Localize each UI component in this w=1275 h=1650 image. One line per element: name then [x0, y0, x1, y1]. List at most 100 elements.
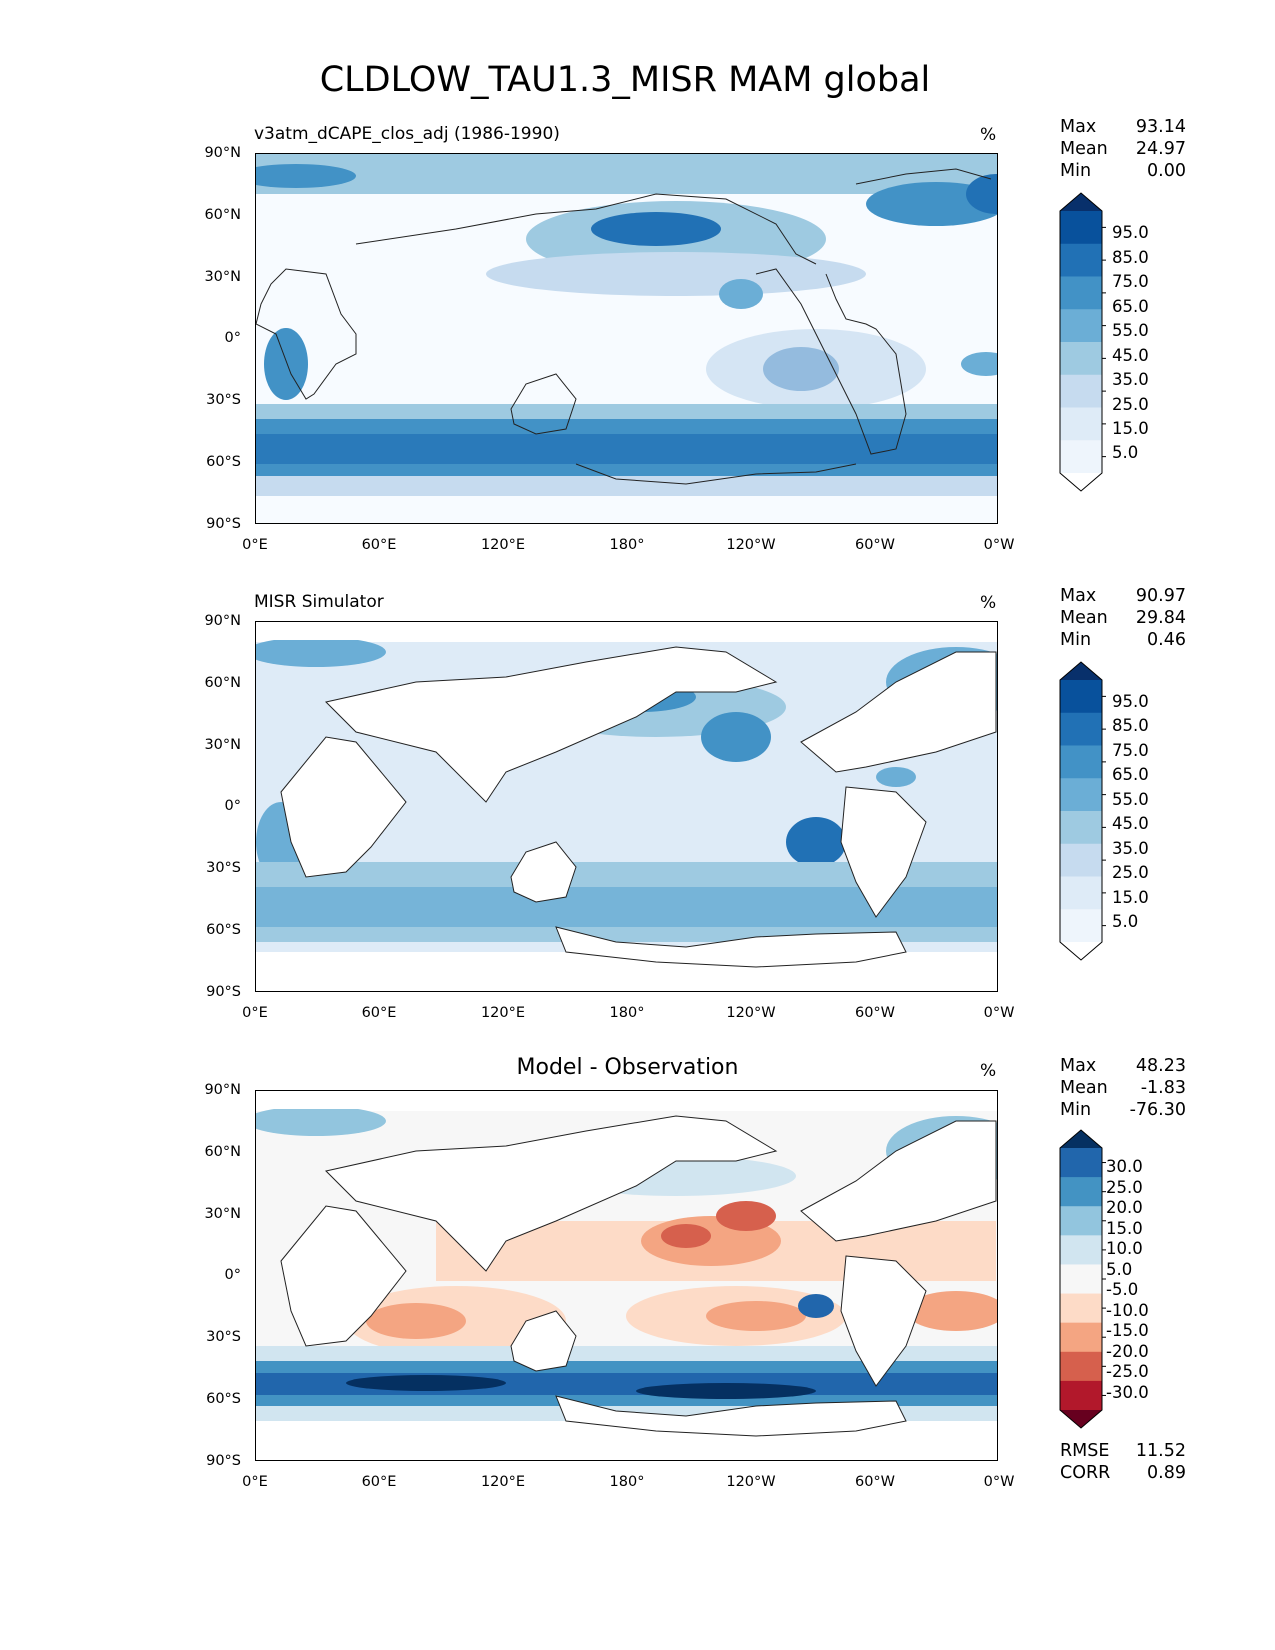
colorbar-label: 25.0 [1112, 395, 1149, 414]
stat-label: Max [1060, 117, 1097, 137]
colorbar-segment [1060, 440, 1102, 474]
stat-value: 0.00 [1147, 161, 1186, 181]
colorbar-label: 35.0 [1112, 839, 1149, 858]
lat-label-0: 0° [224, 330, 241, 346]
lon-label-120e: 120°E [480, 537, 526, 553]
colorbar-segment [1060, 309, 1102, 343]
colorbar-label: 25.0 [1112, 863, 1149, 882]
colorbar-cap-bottom [1060, 1410, 1102, 1428]
lon-label-0e: 0°E [242, 1474, 268, 1490]
panel-diff-error-stats: RMSE 11.52 CORR 0.89 [1060, 1440, 1186, 1484]
colorbar-segment [1060, 909, 1102, 943]
lon-label-0e: 0°E [242, 537, 268, 553]
stat-label: Min [1060, 630, 1092, 650]
colorbar-label: 15.0 [1112, 419, 1149, 438]
lat-label-30s: 30°S [206, 860, 241, 876]
stat-value: 93.14 [1135, 117, 1186, 137]
stat-label: Mean [1060, 1078, 1108, 1098]
stat-value: 24.97 [1135, 139, 1186, 159]
land-mask [280, 646, 997, 968]
lat-label-90n: 90°N [204, 145, 241, 161]
lon-label-60e: 60°E [361, 1474, 397, 1490]
colorbar-outline [1059, 192, 1103, 492]
colorbar-label: 5.0 [1112, 912, 1139, 931]
panel-diff-colorbar [1059, 1129, 1106, 1429]
colorbar-label: 45.0 [1112, 814, 1149, 833]
panel-diff-map [255, 1090, 998, 1461]
panel-model-map-svg [256, 154, 997, 523]
panel-diff-title: Model - Observation [516, 1055, 739, 1080]
colorbar-label: 95.0 [1112, 692, 1149, 711]
colorbar-outline [1059, 661, 1103, 961]
colorbar-cap-bottom [1060, 473, 1102, 491]
colorbar-segment [1060, 876, 1102, 910]
colorbar-label: 15.0 [1106, 1219, 1143, 1238]
lat-label-30n: 30°N [204, 737, 241, 753]
lon-label-60w: 60°W [854, 1005, 896, 1021]
colorbar-label: 75.0 [1112, 272, 1149, 291]
stat-value: 48.23 [1135, 1056, 1186, 1076]
colorbar-label: -25.0 [1106, 1362, 1149, 1381]
colorbar-label: -15.0 [1106, 1321, 1149, 1340]
colorbar-svg [1059, 192, 1106, 492]
lon-label-60w: 60°W [854, 1474, 896, 1490]
lat-label-90s: 90°S [206, 984, 241, 1000]
lat-label-90n: 90°N [204, 613, 241, 629]
colorbar-label: 55.0 [1112, 321, 1149, 340]
colorbar-label: 5.0 [1112, 443, 1139, 462]
stat-value: 0.46 [1147, 630, 1186, 650]
colorbar-label: 95.0 [1112, 223, 1149, 242]
colorbar-label: 30.0 [1106, 1157, 1143, 1176]
lat-label-90n: 90°N [204, 1082, 241, 1098]
panel-model-map [255, 153, 998, 524]
lat-label-0: 0° [224, 798, 241, 814]
panel-model-title: v3atm_dCAPE_clos_adj (1986-1990) [254, 124, 560, 144]
panel-obs-map [255, 621, 998, 992]
colorbar-label: 75.0 [1112, 741, 1149, 760]
colorbar-label: 45.0 [1112, 346, 1149, 365]
lat-label-0: 0° [224, 1267, 241, 1283]
coastlines [256, 168, 992, 485]
lat-label-30n: 30°N [204, 269, 241, 285]
colorbar-segment [1060, 276, 1102, 310]
colorbar-segment [1060, 1322, 1102, 1353]
colorbar-label: 10.0 [1106, 1239, 1143, 1258]
colorbar-segment [1060, 745, 1102, 779]
stat-label: RMSE [1060, 1441, 1110, 1461]
colorbar-label: 35.0 [1112, 370, 1149, 389]
colorbar-label: 25.0 [1106, 1178, 1143, 1197]
panel-obs-map-svg [256, 622, 997, 991]
colorbar-label: 85.0 [1112, 716, 1149, 735]
stat-label: Max [1060, 1056, 1097, 1076]
colorbar-segment [1060, 712, 1102, 746]
stat-value: 11.52 [1135, 1441, 1186, 1461]
panel-obs-stats: Max 90.97 Mean 29.84 Min 0.46 [1060, 585, 1186, 651]
colorbar-segment [1060, 243, 1102, 277]
colorbar-segment [1060, 1351, 1102, 1382]
colorbar-segment [1060, 811, 1102, 845]
lon-label-180: 180° [609, 537, 645, 553]
lat-label-60n: 60°N [204, 1144, 241, 1160]
colorbar-label: -20.0 [1106, 1342, 1149, 1361]
panel-diff-units: % [980, 1061, 997, 1081]
colorbar-segment [1060, 1235, 1102, 1265]
colorbar-outline [1059, 1129, 1103, 1429]
colorbar-segment [1060, 1206, 1102, 1236]
panel-diff-stats: Max 48.23 Mean -1.83 Min -76.30 [1060, 1055, 1186, 1121]
lat-label-30s: 30°S [206, 1329, 241, 1345]
stat-label: Mean [1060, 139, 1108, 159]
colorbar-label: 85.0 [1112, 248, 1149, 267]
colorbar-segment [1060, 843, 1102, 877]
panel-obs-units: % [980, 593, 997, 613]
colorbar-segment [1060, 1293, 1102, 1324]
figure-title: CLDLOW_TAU1.3_MISR MAM global [319, 60, 931, 100]
lat-label-30s: 30°S [206, 392, 241, 408]
panel-model-colorbar [1059, 192, 1106, 492]
lat-label-60n: 60°N [204, 207, 241, 223]
panel-model-stats: Max 93.14 Mean 24.97 Min 0.00 [1060, 116, 1186, 182]
colorbar-svg [1059, 661, 1106, 961]
stat-label: Max [1060, 586, 1097, 606]
lat-label-30n: 30°N [204, 1206, 241, 1222]
lon-label-180: 180° [609, 1005, 645, 1021]
colorbar-cap-top [1060, 193, 1102, 211]
